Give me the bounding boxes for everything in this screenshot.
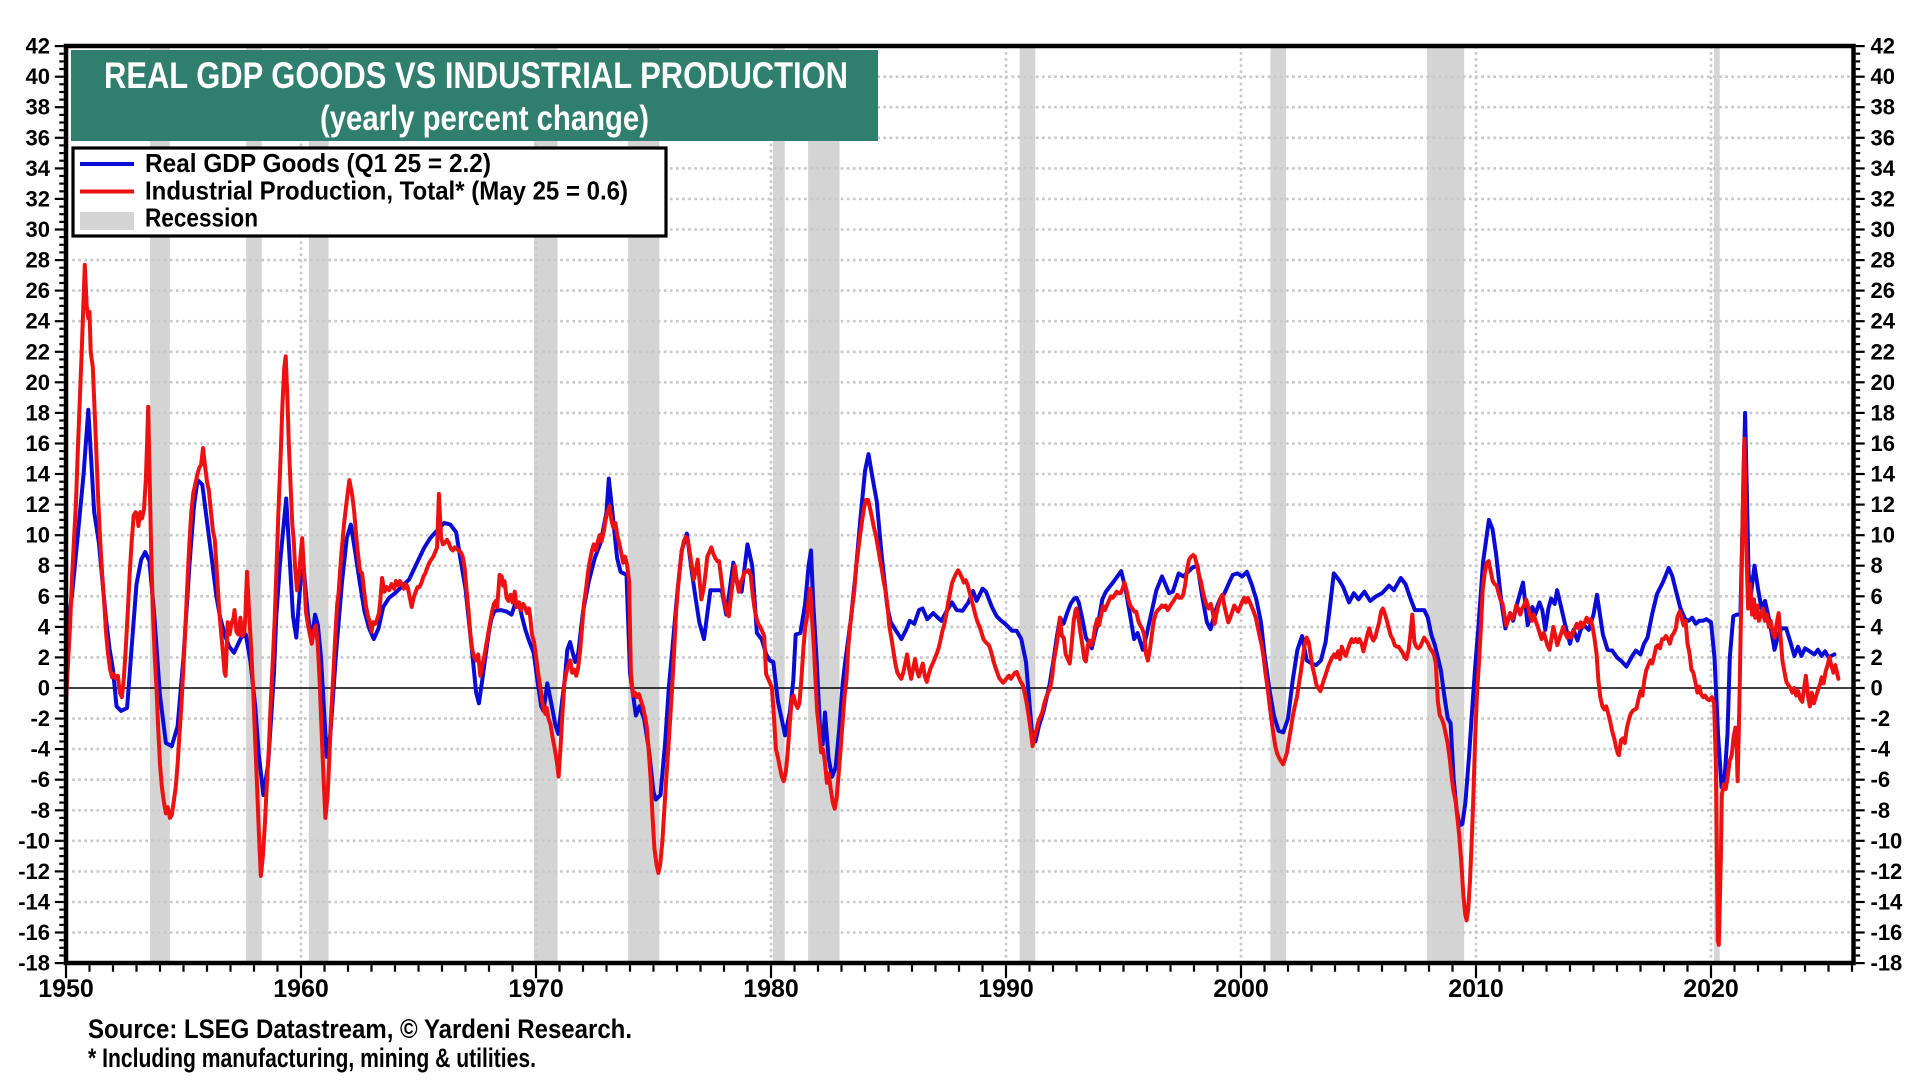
svg-text:-2: -2 bbox=[30, 706, 50, 731]
svg-text:1970: 1970 bbox=[508, 975, 564, 1003]
svg-text:34: 34 bbox=[1871, 156, 1896, 181]
svg-text:-12: -12 bbox=[1871, 859, 1903, 884]
svg-text:* Including manufacturing, min: * Including manufacturing, mining & util… bbox=[88, 1043, 536, 1073]
svg-text:36: 36 bbox=[26, 125, 50, 150]
svg-text:22: 22 bbox=[1871, 339, 1895, 364]
svg-text:12: 12 bbox=[26, 492, 50, 517]
svg-text:6: 6 bbox=[1871, 584, 1883, 609]
svg-text:REAL GDP GOODS VS INDUSTRIAL P: REAL GDP GOODS VS INDUSTRIAL PRODUCTION bbox=[104, 55, 848, 96]
svg-text:40: 40 bbox=[1871, 64, 1895, 89]
svg-text:4: 4 bbox=[38, 614, 51, 639]
svg-text:32: 32 bbox=[26, 186, 50, 211]
svg-text:-14: -14 bbox=[1871, 890, 1904, 915]
svg-text:40: 40 bbox=[26, 64, 50, 89]
svg-text:-6: -6 bbox=[30, 767, 50, 792]
svg-text:42: 42 bbox=[1871, 34, 1895, 59]
svg-text:4: 4 bbox=[1871, 614, 1884, 639]
svg-text:2010: 2010 bbox=[1448, 975, 1504, 1003]
svg-text:-16: -16 bbox=[1871, 920, 1903, 945]
svg-text:2000: 2000 bbox=[1213, 975, 1269, 1003]
svg-text:-10: -10 bbox=[1871, 828, 1903, 853]
svg-text:0: 0 bbox=[38, 676, 50, 701]
svg-text:2: 2 bbox=[38, 645, 50, 670]
svg-text:12: 12 bbox=[1871, 492, 1895, 517]
svg-text:28: 28 bbox=[1871, 248, 1895, 273]
svg-text:-10: -10 bbox=[18, 828, 50, 853]
svg-text:34: 34 bbox=[26, 156, 51, 181]
svg-text:18: 18 bbox=[1871, 400, 1895, 425]
svg-text:-18: -18 bbox=[1871, 951, 1903, 976]
svg-text:24: 24 bbox=[1871, 309, 1896, 334]
svg-text:18: 18 bbox=[26, 400, 50, 425]
svg-text:8: 8 bbox=[38, 553, 50, 578]
svg-text:-2: -2 bbox=[1871, 706, 1891, 731]
svg-text:14: 14 bbox=[26, 462, 51, 487]
svg-text:-14: -14 bbox=[18, 890, 51, 915]
svg-text:36: 36 bbox=[1871, 125, 1895, 150]
svg-text:38: 38 bbox=[26, 95, 50, 120]
svg-text:30: 30 bbox=[26, 217, 50, 242]
svg-text:Real GDP Goods (Q1 25 = 2.2): Real GDP Goods (Q1 25 = 2.2) bbox=[145, 148, 491, 178]
svg-text:10: 10 bbox=[1871, 523, 1895, 548]
svg-text:1950: 1950 bbox=[38, 975, 94, 1003]
svg-text:Recession: Recession bbox=[145, 203, 258, 233]
svg-text:24: 24 bbox=[26, 309, 51, 334]
svg-text:26: 26 bbox=[26, 278, 50, 303]
svg-text:1990: 1990 bbox=[978, 975, 1034, 1003]
svg-text:8: 8 bbox=[1871, 553, 1883, 578]
svg-text:42: 42 bbox=[26, 34, 50, 59]
svg-text:-18: -18 bbox=[18, 951, 50, 976]
svg-text:20: 20 bbox=[1871, 370, 1895, 395]
svg-text:2: 2 bbox=[1871, 645, 1883, 670]
svg-text:-12: -12 bbox=[18, 859, 50, 884]
svg-text:16: 16 bbox=[1871, 431, 1895, 456]
svg-text:2020: 2020 bbox=[1683, 975, 1739, 1003]
svg-text:0: 0 bbox=[1871, 676, 1883, 701]
svg-text:(yearly percent change): (yearly percent change) bbox=[320, 99, 649, 138]
svg-text:-8: -8 bbox=[1871, 798, 1891, 823]
svg-text:6: 6 bbox=[38, 584, 50, 609]
svg-text:26: 26 bbox=[1871, 278, 1895, 303]
svg-text:28: 28 bbox=[26, 248, 50, 273]
svg-text:Industrial Production, Total*: Industrial Production, Total* (May 25 = … bbox=[145, 176, 628, 206]
svg-text:-6: -6 bbox=[1871, 767, 1891, 792]
svg-text:Source: LSEG Datastream, © Yar: Source: LSEG Datastream, © Yardeni Resea… bbox=[88, 1014, 632, 1044]
svg-text:1960: 1960 bbox=[273, 975, 329, 1003]
svg-text:32: 32 bbox=[1871, 186, 1895, 211]
svg-text:-16: -16 bbox=[18, 920, 50, 945]
svg-text:16: 16 bbox=[26, 431, 50, 456]
svg-text:-4: -4 bbox=[30, 737, 50, 762]
svg-text:30: 30 bbox=[1871, 217, 1895, 242]
svg-text:-4: -4 bbox=[1871, 737, 1891, 762]
svg-text:1980: 1980 bbox=[743, 975, 799, 1003]
svg-text:-8: -8 bbox=[30, 798, 50, 823]
svg-text:14: 14 bbox=[1871, 462, 1896, 487]
svg-text:38: 38 bbox=[1871, 95, 1895, 120]
svg-text:22: 22 bbox=[26, 339, 50, 364]
svg-text:20: 20 bbox=[26, 370, 50, 395]
svg-text:10: 10 bbox=[26, 523, 50, 548]
